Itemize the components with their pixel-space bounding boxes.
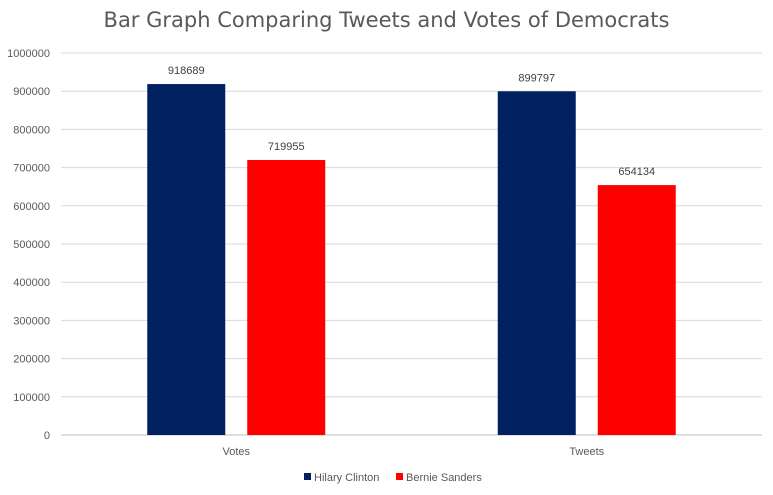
legend: Hilary Clinton Bernie Sanders: [304, 472, 482, 484]
y-tick-label: 300000: [13, 315, 50, 327]
bars: [147, 84, 676, 436]
y-tick-label: 200000: [13, 354, 50, 366]
bar: [247, 159, 326, 436]
data-label: 719955: [268, 141, 305, 153]
y-tick-label: 100000: [13, 392, 50, 404]
bar: [597, 185, 676, 435]
data-labels: 918689 719955 899797 654134: [168, 65, 655, 178]
x-tick-label: Tweets: [569, 446, 604, 458]
x-axis: Votes Tweets: [222, 446, 604, 458]
data-label: 918689: [168, 65, 205, 77]
legend-swatch: [396, 473, 403, 480]
legend-label: Hilary Clinton: [314, 472, 379, 484]
x-tick-label: Votes: [222, 446, 250, 458]
y-axis: 0 100000 200000 300000 400000 500000 600000 700…: [7, 48, 50, 442]
bar: [497, 91, 576, 435]
y-tick-label: 800000: [13, 124, 50, 136]
bar: [147, 84, 226, 436]
y-tick-label: 700000: [13, 163, 50, 175]
y-tick-label: 900000: [13, 86, 50, 98]
y-tick-label: 400000: [13, 277, 50, 289]
y-tick-label: 1000000: [7, 48, 50, 60]
legend-label: Bernie Sanders: [406, 472, 482, 484]
y-tick-label: 600000: [13, 201, 50, 213]
y-tick-label: 500000: [13, 239, 50, 251]
legend-swatch: [304, 473, 311, 480]
chart-title: Bar Graph Comparing Tweets and Votes of …: [103, 8, 670, 32]
data-label: 899797: [518, 72, 555, 84]
y-tick-label: 0: [44, 430, 50, 442]
data-label: 654134: [618, 166, 655, 178]
